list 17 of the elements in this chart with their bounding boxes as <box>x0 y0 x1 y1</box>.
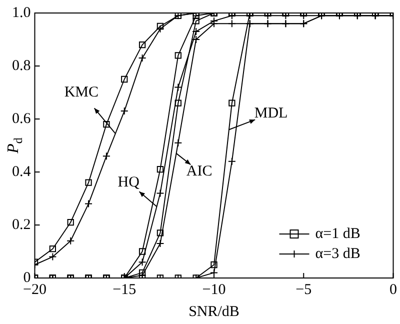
y-tick-label: 1.0 <box>12 4 31 21</box>
legend-label: α=3 dB <box>315 246 360 262</box>
y-tick-label: 0.6 <box>12 110 32 127</box>
annotation: HQ <box>118 174 140 190</box>
x-tick-label: 0 <box>390 282 397 298</box>
legend-label: α=1 dB <box>315 226 360 242</box>
x-tick-label: −5 <box>296 282 312 298</box>
annotation: MDL <box>254 106 288 122</box>
x-tick-label: −10 <box>202 282 226 298</box>
y-tick-label: 0.4 <box>12 164 32 180</box>
x-axis-title: SNR/dB <box>188 304 240 320</box>
annotation: KMC <box>64 84 99 101</box>
annotation: AIC <box>186 163 212 180</box>
y-tick-label: 0.2 <box>12 216 31 233</box>
y-tick-label: 0.8 <box>12 58 31 74</box>
y-axis-title: Pd <box>5 138 26 154</box>
x-tick-label: −15 <box>112 282 136 298</box>
